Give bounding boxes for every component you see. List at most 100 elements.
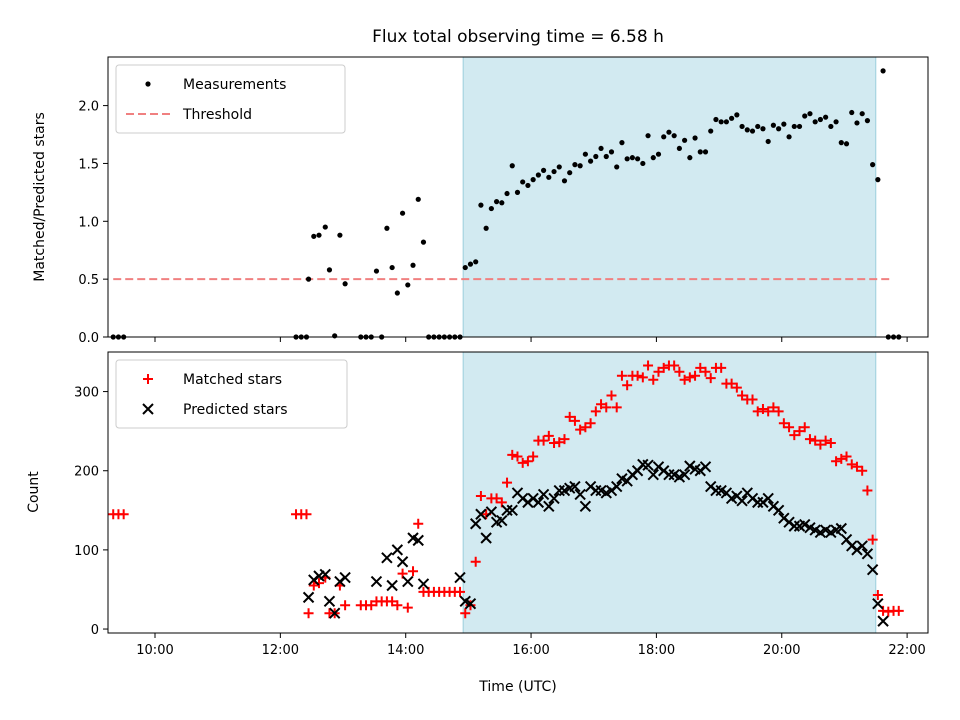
data-point — [478, 202, 484, 208]
data-point — [663, 468, 675, 481]
data-point — [864, 118, 871, 124]
data-point — [332, 333, 338, 339]
data-point — [763, 406, 774, 417]
legend: Matched stars Predicted stars — [115, 359, 348, 429]
data-point — [640, 160, 646, 167]
data-point — [413, 518, 424, 529]
data-point — [835, 522, 848, 535]
data-point — [812, 119, 818, 125]
data-point — [412, 534, 424, 547]
data-point — [861, 548, 874, 560]
data-point — [825, 438, 836, 449]
data-point — [323, 595, 336, 608]
data-point — [723, 119, 729, 125]
data-point — [658, 362, 669, 373]
data-point — [575, 424, 586, 435]
data-point — [402, 575, 414, 588]
top-panel: Matched/Predicted stars 0.0 0.5 1.0 1.5 2.0 M… — [32, 56, 929, 346]
data-point — [603, 153, 609, 160]
data-point — [843, 141, 850, 147]
chart-title: Flux total observing time = 6.58 h — [372, 27, 664, 47]
data-point — [736, 495, 748, 507]
series-predicted-stars — [302, 458, 889, 627]
data-point — [546, 174, 552, 180]
data-point — [572, 162, 578, 168]
data-point — [470, 556, 481, 567]
data-point — [804, 434, 815, 445]
data-point — [757, 403, 768, 414]
data-point — [328, 607, 341, 619]
data-point — [582, 151, 588, 157]
data-point — [762, 492, 774, 505]
data-point — [772, 504, 785, 517]
data-point — [713, 116, 719, 123]
data-point — [460, 608, 471, 619]
data-point — [708, 128, 714, 134]
data-point — [587, 158, 594, 164]
data-point — [537, 488, 550, 501]
data-point — [678, 468, 691, 481]
data-point — [316, 232, 322, 238]
data-point — [608, 149, 615, 155]
data-point — [303, 608, 314, 619]
y-tick-label: 200 — [74, 465, 99, 480]
data-point — [514, 189, 521, 195]
data-point — [820, 435, 831, 446]
y-tick-label: 2.0 — [78, 100, 99, 115]
data-point — [836, 453, 847, 464]
series-measurements — [110, 68, 902, 340]
data-point — [752, 496, 764, 509]
data-point — [408, 566, 419, 577]
data-point — [726, 378, 737, 389]
data-point — [643, 360, 654, 371]
data-point — [796, 123, 803, 130]
data-point — [302, 591, 315, 604]
data-point — [381, 552, 393, 564]
data-point — [384, 225, 390, 231]
data-point — [710, 484, 722, 497]
data-point — [705, 373, 716, 384]
data-point — [512, 451, 523, 462]
data-point — [399, 210, 406, 216]
data-point — [543, 500, 555, 513]
data-point — [467, 261, 474, 267]
data-point — [493, 199, 500, 205]
data-point — [731, 382, 742, 393]
y-tick-label: 100 — [74, 544, 99, 559]
data-point — [538, 435, 549, 446]
plot-frame — [107, 56, 929, 338]
data-point — [326, 267, 333, 273]
data-point — [815, 439, 826, 450]
data-point — [799, 518, 811, 531]
data-point — [528, 451, 539, 462]
data-point — [831, 456, 842, 467]
observing-window-span — [462, 351, 877, 634]
data-point — [669, 360, 680, 371]
data-point — [650, 155, 656, 161]
data-point — [464, 598, 477, 610]
data-point — [671, 133, 677, 139]
data-point — [859, 111, 865, 117]
data-point — [760, 126, 766, 132]
data-point — [676, 145, 682, 152]
data-point — [870, 162, 876, 168]
data-point — [311, 233, 317, 239]
data-point — [718, 119, 724, 125]
legend-swatch — [145, 81, 151, 87]
data-point — [396, 556, 409, 568]
data-point — [462, 264, 468, 271]
data-point — [679, 374, 690, 385]
data-point — [781, 121, 787, 127]
data-point — [564, 411, 575, 422]
data-point — [585, 418, 596, 429]
legend-label: Threshold — [182, 107, 252, 123]
data-point — [872, 598, 884, 610]
data-point — [543, 430, 554, 441]
data-point — [373, 268, 380, 274]
legend-box — [115, 64, 346, 134]
data-point — [579, 500, 592, 513]
data-point — [841, 451, 852, 462]
data-point — [402, 602, 413, 613]
data-point — [517, 457, 528, 468]
data-point — [504, 190, 510, 197]
